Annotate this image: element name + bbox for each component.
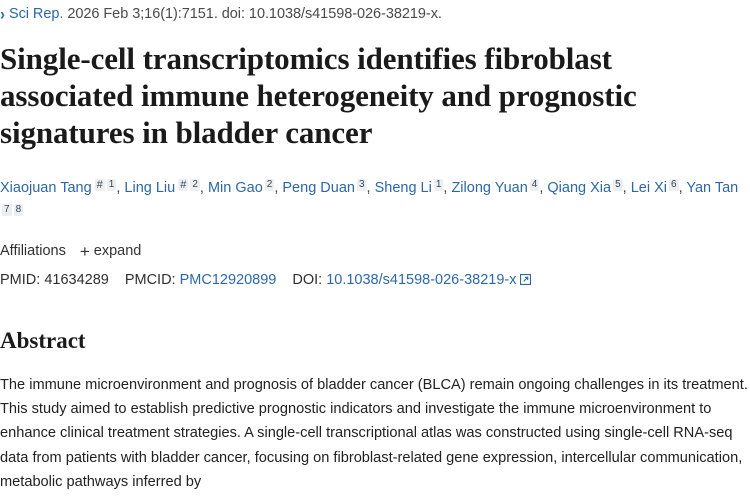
chevron-right-icon[interactable]: › (0, 4, 5, 24)
affiliation-superscript[interactable]: 5 (613, 179, 623, 191)
plus-icon: + (79, 242, 90, 261)
affiliation-superscript[interactable]: 7 (2, 204, 12, 216)
author-list: Xiaojuan Tang #1, Ling Liu #2, Min Gao 2, P… (0, 176, 748, 226)
pmid-label: PMID: (0, 272, 41, 288)
author-separator: , (678, 180, 687, 196)
author-link[interactable]: Qiang Xia (547, 180, 612, 196)
author-link[interactable]: Zilong Yuan (451, 180, 528, 196)
author-link[interactable]: Peng Duan (282, 180, 355, 196)
equal-contribution-marker: # (178, 179, 189, 191)
author-link[interactable]: Sheng Li (374, 180, 432, 196)
affiliation-superscript[interactable]: 2 (264, 179, 275, 191)
expand-affiliations-button[interactable]: + expand (79, 242, 142, 261)
expand-label: expand (93, 243, 142, 259)
abstract-text: The immune microenvironment and prognosi… (0, 377, 748, 490)
author-link[interactable]: Yan Tan (686, 180, 739, 196)
abstract-heading: Abstract (0, 328, 86, 353)
affiliation-superscript[interactable]: 1 (106, 179, 117, 191)
identifiers-row: PMID: 41634289 PMCID: PMC12920899 DOI: 10.… (0, 270, 532, 290)
affiliation-superscript[interactable]: 2 (190, 179, 200, 191)
affiliation-superscript[interactable]: 4 (529, 179, 540, 191)
page-title: Single-cell transcriptomics identifies f… (0, 41, 637, 150)
doi-link[interactable]: 10.1038/s41598-026-38219-x (326, 272, 517, 288)
author-link[interactable]: Min Gao (207, 180, 263, 196)
affiliations-label: Affiliations (0, 243, 66, 259)
affiliation-superscript[interactable]: 3 (356, 179, 367, 191)
citation-details: 2026 Feb 3;16(1):7151. doi: 10.1038/s415… (63, 6, 442, 22)
author-separator: , (274, 180, 283, 196)
author-separator: , (366, 180, 375, 196)
affiliation-superscript[interactable]: 8 (13, 204, 24, 216)
equal-contribution-marker: # (94, 179, 105, 191)
author-separator: , (539, 180, 548, 196)
doi-label: DOI: (292, 272, 323, 288)
external-link-icon[interactable] (520, 274, 532, 285)
affiliations-row: Affiliations + expand (0, 241, 141, 261)
author-separator: , (116, 180, 125, 196)
affiliation-superscript[interactable]: 1 (433, 179, 444, 191)
journal-citation-line: › Sci Rep. 2026 Feb 3;16(1):7151. doi: 10… (0, 4, 442, 25)
pmcid-link[interactable]: PMC12920899 (179, 272, 277, 288)
author-link[interactable]: Xiaojuan Tang (0, 180, 92, 196)
author-separator: , (443, 180, 452, 196)
pmcid-label: PMCID: (124, 272, 176, 288)
pmid-value: 41634289 (44, 272, 109, 288)
affiliation-superscript[interactable]: 6 (669, 179, 679, 191)
author-separator: , (199, 180, 208, 196)
journal-name-link[interactable]: Sci Rep. (8, 6, 64, 22)
author-link[interactable]: Ling Liu (124, 180, 176, 196)
author-link[interactable]: Lei Xi (630, 180, 667, 196)
author-separator: , (622, 180, 631, 196)
